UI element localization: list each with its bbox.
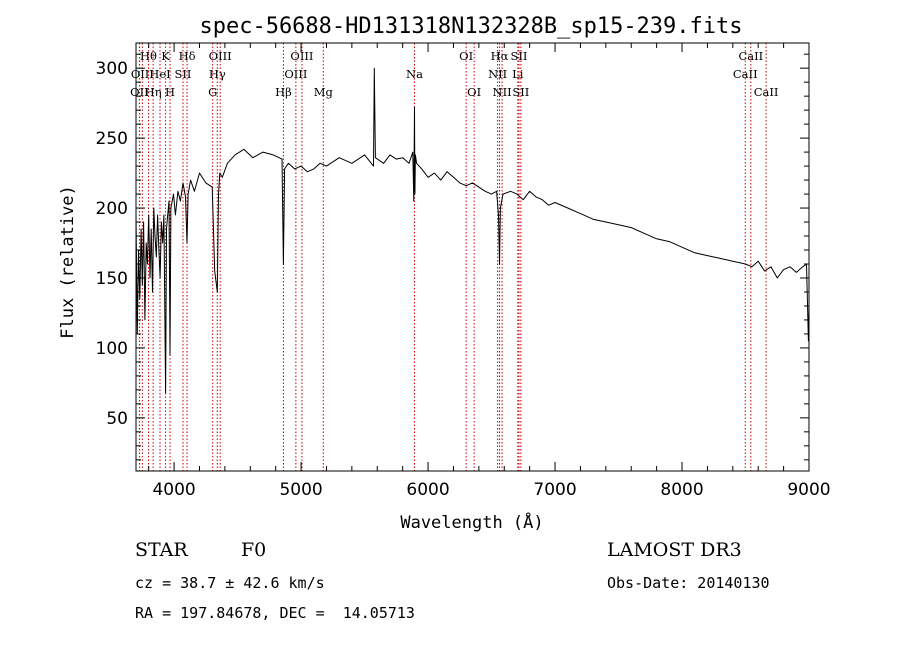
line-label: OI bbox=[467, 85, 481, 99]
spectral-line-labels: OII OIII Hθ Hη HeI K H SII Hδ G Hγ OIII Hβ OIII OIII Mg… bbox=[130, 49, 778, 99]
line-label: Hβ bbox=[275, 85, 292, 99]
line-label: CaII bbox=[738, 49, 763, 63]
object-class: STAR bbox=[135, 539, 188, 561]
y-axis-label: Flux (relative) bbox=[58, 185, 78, 339]
line-label: H bbox=[165, 85, 175, 99]
chart-title: spec-56688-HD131318N132328B_sp15-239.fit… bbox=[199, 14, 742, 39]
line-label: Hγ bbox=[209, 67, 226, 81]
y-tick-label: 100 bbox=[96, 339, 128, 359]
line-label: Mg bbox=[314, 85, 334, 99]
x-tick-label: 4000 bbox=[152, 480, 195, 500]
line-label: K bbox=[161, 49, 170, 63]
line-label: NII bbox=[488, 67, 507, 81]
spectral-line-markers bbox=[138, 43, 767, 471]
obs-date: Obs-Date: 20140130 bbox=[607, 574, 770, 592]
line-label: OIII bbox=[284, 67, 307, 81]
line-label: CaII bbox=[733, 67, 758, 81]
line-label: Hη bbox=[145, 85, 162, 99]
line-label: OII bbox=[130, 85, 149, 99]
line-label: NII bbox=[493, 85, 512, 99]
line-label: Hα bbox=[491, 49, 509, 63]
x-tick-label: 8000 bbox=[660, 480, 703, 500]
x-tick-label: 5000 bbox=[279, 480, 322, 500]
y-tick-label: 250 bbox=[96, 129, 128, 149]
line-label: SII bbox=[510, 49, 527, 63]
line-label: Li bbox=[512, 67, 524, 81]
line-label: OIII bbox=[131, 67, 154, 81]
line-label: Hθ bbox=[140, 49, 157, 63]
x-axis: 4000 5000 6000 7000 8000 9000 bbox=[148, 43, 831, 500]
line-label: SII bbox=[512, 85, 529, 99]
x-axis-label: Wavelength (Å) bbox=[400, 511, 543, 533]
object-subclass: F0 bbox=[241, 539, 267, 561]
redshift-readout: cz = 38.7 ± 42.6 km/s bbox=[135, 574, 325, 592]
line-label: CaII bbox=[754, 85, 779, 99]
plot-frame bbox=[135, 42, 810, 472]
line-label: Na bbox=[406, 67, 423, 81]
line-label: SII bbox=[174, 67, 191, 81]
y-tick-label: 300 bbox=[96, 59, 128, 79]
x-tick-label: 7000 bbox=[533, 480, 576, 500]
line-label: OIII bbox=[290, 49, 313, 63]
coordinates-readout: RA = 197.84678, DEC = 14.05713 bbox=[135, 604, 415, 622]
y-tick-label: 200 bbox=[96, 199, 128, 219]
x-tick-label: 6000 bbox=[406, 480, 449, 500]
line-label: HeI bbox=[149, 67, 170, 81]
line-label: OIII bbox=[209, 49, 232, 63]
x-tick-label: 9000 bbox=[787, 480, 830, 500]
y-tick-label: 50 bbox=[106, 409, 128, 429]
spectrum-series bbox=[135, 67, 810, 394]
spectrum-line bbox=[135, 67, 810, 394]
line-label: Hδ bbox=[179, 49, 196, 63]
y-axis: 50 100 150 200 250 300 bbox=[96, 53, 809, 461]
line-label: G bbox=[208, 85, 217, 99]
survey-name: LAMOST DR3 bbox=[607, 539, 742, 561]
line-label: OI bbox=[459, 49, 473, 63]
y-tick-label: 150 bbox=[96, 269, 128, 289]
